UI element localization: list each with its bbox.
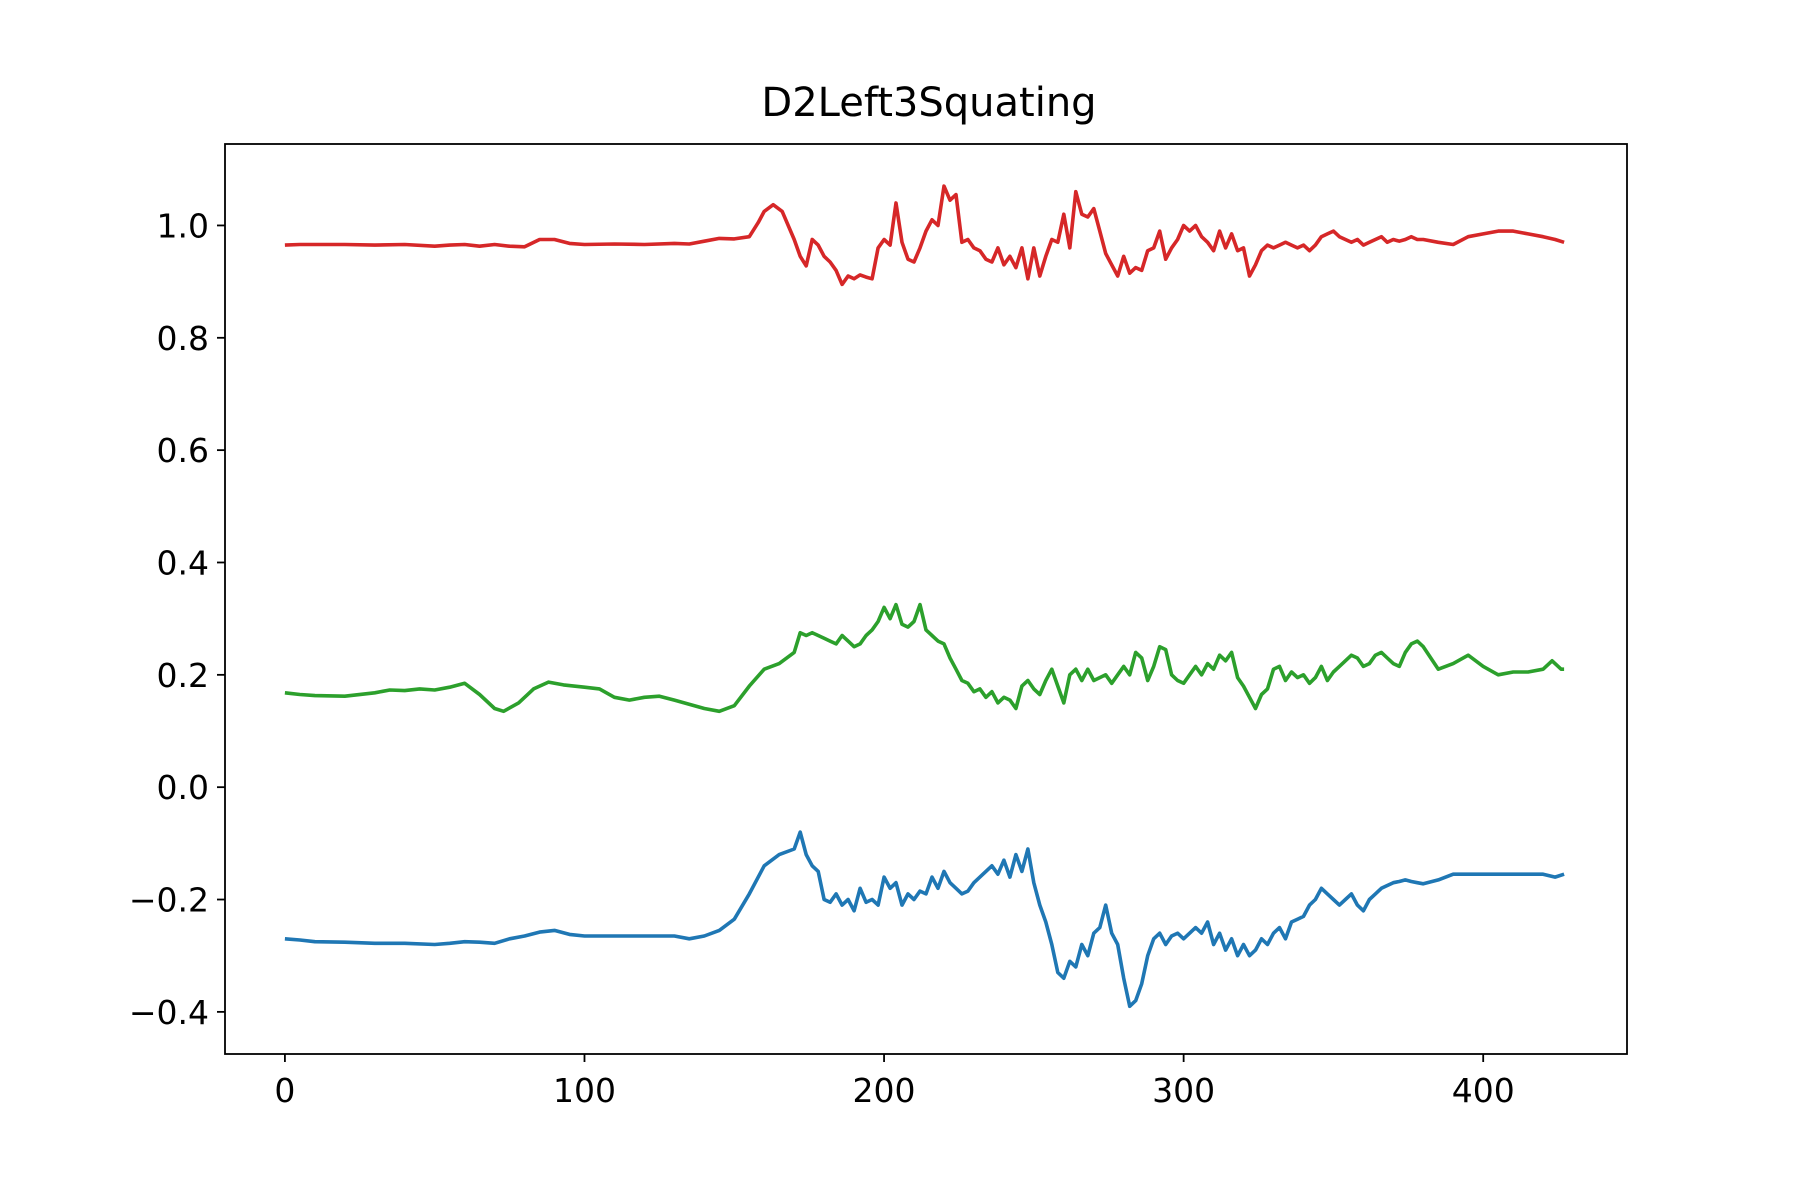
chart-title: D2Left3Squating [761, 80, 1096, 126]
y-tick-label: −0.4 [129, 993, 209, 1032]
x-tick-label: 200 [853, 1071, 916, 1110]
y-tick-label: −0.2 [129, 881, 209, 920]
series-line-top [284, 184, 1565, 287]
y-tick-label: 0.4 [157, 543, 209, 582]
x-tick-label: 300 [1152, 1071, 1215, 1110]
y-tick-label: 0.0 [157, 768, 209, 807]
plot-frame [224, 143, 1628, 1055]
x-tick-label: 100 [553, 1071, 616, 1110]
x-axis: 0 100 200 300 400 [274, 1054, 1515, 1110]
y-axis: −0.4 −0.2 0.0 0.2 0.4 0.6 0.8 1.0 [129, 206, 225, 1032]
y-tick-label: 0.6 [157, 431, 209, 470]
series-layer [284, 184, 1565, 1009]
y-tick-label: 0.2 [157, 656, 209, 695]
y-tick-label: 1.0 [157, 206, 209, 245]
series-line-middle [284, 602, 1565, 714]
y-tick-label: 0.8 [157, 319, 209, 358]
series-line-bottom [284, 830, 1565, 1009]
x-tick-label: 400 [1452, 1071, 1515, 1110]
x-tick-label: 0 [274, 1071, 295, 1110]
